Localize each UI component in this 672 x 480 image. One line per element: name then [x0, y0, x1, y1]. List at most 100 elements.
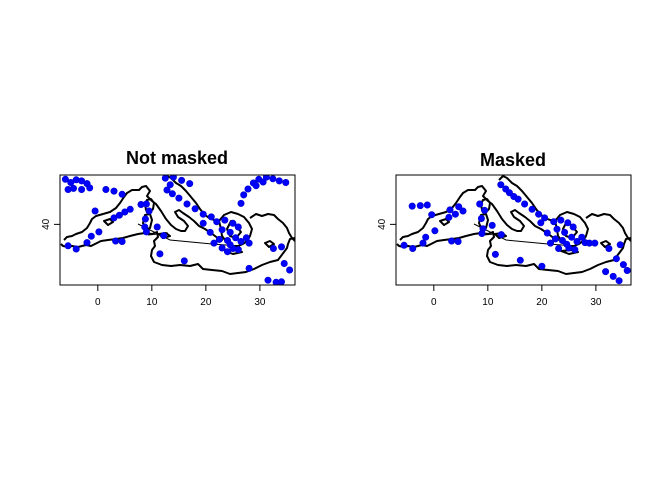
panel-title: Masked: [480, 150, 546, 170]
data-point: [118, 238, 126, 246]
data-point: [422, 233, 430, 241]
mediterranean-coastline: [60, 175, 295, 275]
data-point: [218, 244, 226, 252]
x-tick-label: 20: [200, 297, 212, 308]
data-point: [602, 268, 610, 276]
data-point: [537, 219, 545, 227]
data-point: [210, 239, 218, 247]
data-point: [419, 239, 427, 247]
data-point: [578, 233, 586, 241]
data-point: [282, 179, 290, 187]
data-point: [224, 248, 232, 256]
data-point: [206, 228, 214, 236]
data-point: [237, 238, 245, 246]
data-point: [615, 277, 623, 285]
data-point: [538, 262, 546, 270]
data-point: [168, 190, 176, 198]
data-point: [481, 206, 489, 214]
data-point: [571, 246, 579, 254]
data-point: [259, 178, 267, 186]
data-point: [476, 200, 484, 208]
data-point: [87, 232, 95, 240]
data-point: [445, 213, 453, 221]
data-point: [612, 255, 620, 263]
data-point: [546, 239, 554, 247]
data-point: [218, 226, 226, 234]
data-point: [277, 243, 285, 251]
data-point: [609, 272, 617, 280]
data-point: [237, 199, 245, 207]
data-point: [272, 278, 280, 285]
data-point: [557, 216, 565, 224]
data-point: [160, 232, 168, 240]
data-point: [550, 218, 558, 226]
data-point: [454, 238, 462, 246]
mediterranean-coastline: [396, 175, 631, 275]
data-point: [207, 213, 215, 221]
data-point: [115, 211, 123, 219]
data-point: [264, 276, 272, 284]
x-tick-label: 30: [590, 297, 602, 308]
data-point: [95, 228, 103, 236]
data-point: [232, 234, 240, 242]
data-point: [86, 184, 94, 192]
data-point: [199, 210, 207, 218]
data-point: [226, 228, 234, 236]
data-point: [505, 189, 513, 197]
y-tick-label: 40: [377, 218, 388, 230]
data-point: [213, 218, 221, 226]
data-point: [156, 250, 164, 258]
x-tick-label: 30: [254, 297, 266, 308]
data-point: [431, 227, 439, 235]
data-point: [226, 241, 234, 249]
data-point: [400, 241, 408, 249]
data-point: [234, 246, 242, 254]
data-point: [142, 228, 150, 236]
data-point: [563, 240, 571, 248]
data-point: [186, 180, 194, 188]
data-point: [275, 177, 283, 185]
data-point: [169, 175, 177, 181]
data-point: [516, 256, 524, 264]
data-point: [240, 191, 248, 199]
data-point: [497, 181, 505, 189]
data-point: [408, 202, 416, 210]
data-point: [623, 266, 631, 274]
data-point: [497, 231, 505, 239]
data-point: [141, 215, 149, 223]
data-points: [61, 175, 294, 285]
data-point: [64, 242, 72, 250]
x-tick-label: 20: [536, 297, 548, 308]
data-point: [229, 219, 237, 227]
data-point: [112, 237, 120, 245]
data-point: [269, 175, 277, 183]
x-tick-label: 10: [482, 297, 494, 308]
data-point: [163, 186, 171, 194]
data-point: [252, 182, 260, 190]
data-point: [70, 184, 78, 192]
data-point: [543, 229, 551, 237]
plot-frame: [395, 174, 632, 286]
data-point: [448, 237, 456, 245]
data-point: [178, 176, 186, 184]
x-tick-label: 0: [431, 297, 437, 308]
data-point: [528, 205, 536, 213]
data-point: [551, 235, 559, 243]
x-tick-label: 10: [146, 297, 158, 308]
data-point: [118, 190, 126, 198]
data-point: [61, 175, 69, 183]
data-point: [126, 205, 134, 213]
data-point: [569, 223, 577, 231]
data-point: [245, 239, 253, 247]
data-point: [535, 210, 543, 218]
data-point: [451, 210, 459, 218]
data-point: [269, 245, 277, 253]
data-point: [102, 186, 110, 194]
data-point: [191, 205, 199, 213]
data-point: [553, 225, 561, 233]
data-point: [521, 200, 529, 208]
data-point: [619, 261, 627, 269]
data-point: [161, 175, 169, 182]
axes: 0 10 20 30 40: [41, 218, 266, 308]
panel-masked: Masked 0 10 20 30 40: [377, 150, 632, 308]
